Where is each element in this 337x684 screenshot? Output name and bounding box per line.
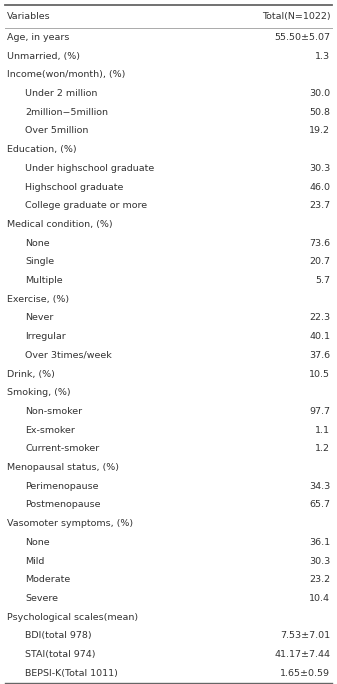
Text: Variables: Variables (7, 12, 50, 21)
Text: 65.7: 65.7 (309, 501, 330, 510)
Text: STAI(total 974): STAI(total 974) (25, 650, 96, 659)
Text: Exercise, (%): Exercise, (%) (7, 295, 69, 304)
Text: Smoking, (%): Smoking, (%) (7, 389, 70, 397)
Text: Medical condition, (%): Medical condition, (%) (7, 220, 112, 229)
Text: 1.1: 1.1 (315, 425, 330, 434)
Text: 23.2: 23.2 (309, 575, 330, 584)
Text: Psychological scales(mean): Psychological scales(mean) (7, 613, 138, 622)
Text: 10.5: 10.5 (309, 369, 330, 378)
Text: 22.3: 22.3 (309, 313, 330, 322)
Text: Highschool graduate: Highschool graduate (25, 183, 124, 192)
Text: Income(won/month), (%): Income(won/month), (%) (7, 70, 125, 79)
Text: Mild: Mild (25, 557, 44, 566)
Text: Drink, (%): Drink, (%) (7, 369, 55, 378)
Text: BEPSI-K(Total 1011): BEPSI-K(Total 1011) (25, 669, 118, 678)
Text: Severe: Severe (25, 594, 58, 603)
Text: 30.0: 30.0 (309, 89, 330, 98)
Text: Current-smoker: Current-smoker (25, 445, 99, 453)
Text: Moderate: Moderate (25, 575, 70, 584)
Text: College graduate or more: College graduate or more (25, 201, 147, 210)
Text: Age, in years: Age, in years (7, 33, 69, 42)
Text: 55.50±5.07: 55.50±5.07 (274, 33, 330, 42)
Text: 37.6: 37.6 (309, 351, 330, 360)
Text: 36.1: 36.1 (309, 538, 330, 547)
Text: None: None (25, 239, 50, 248)
Text: Total(N=1022): Total(N=1022) (262, 12, 330, 21)
Text: 50.8: 50.8 (309, 107, 330, 117)
Text: Menopausal status, (%): Menopausal status, (%) (7, 463, 119, 472)
Text: Under 2 million: Under 2 million (25, 89, 98, 98)
Text: 10.4: 10.4 (309, 594, 330, 603)
Text: Postmenopause: Postmenopause (25, 501, 101, 510)
Text: 5.7: 5.7 (315, 276, 330, 285)
Text: 30.3: 30.3 (309, 557, 330, 566)
Text: 1.2: 1.2 (315, 445, 330, 453)
Text: 2million−5million: 2million−5million (25, 107, 108, 117)
Text: Never: Never (25, 313, 54, 322)
Text: 41.17±7.44: 41.17±7.44 (274, 650, 330, 659)
Text: 23.7: 23.7 (309, 201, 330, 210)
Text: Multiple: Multiple (25, 276, 63, 285)
Text: 97.7: 97.7 (309, 407, 330, 416)
Text: Over 5million: Over 5million (25, 127, 89, 135)
Text: Education, (%): Education, (%) (7, 145, 76, 154)
Text: 19.2: 19.2 (309, 127, 330, 135)
Text: Irregular: Irregular (25, 332, 66, 341)
Text: 34.3: 34.3 (309, 482, 330, 490)
Text: Single: Single (25, 257, 54, 266)
Text: 7.53±7.01: 7.53±7.01 (280, 631, 330, 640)
Text: 40.1: 40.1 (309, 332, 330, 341)
Text: 30.3: 30.3 (309, 163, 330, 173)
Text: 73.6: 73.6 (309, 239, 330, 248)
Text: 1.3: 1.3 (315, 51, 330, 61)
Text: Ex-smoker: Ex-smoker (25, 425, 75, 434)
Text: Unmarried, (%): Unmarried, (%) (7, 51, 80, 61)
Text: Vasomoter symptoms, (%): Vasomoter symptoms, (%) (7, 519, 133, 528)
Text: Under highschool graduate: Under highschool graduate (25, 163, 155, 173)
Text: Non-smoker: Non-smoker (25, 407, 83, 416)
Text: 46.0: 46.0 (309, 183, 330, 192)
Text: 1.65±0.59: 1.65±0.59 (280, 669, 330, 678)
Text: BDI(total 978): BDI(total 978) (25, 631, 92, 640)
Text: Over 3times/week: Over 3times/week (25, 351, 112, 360)
Text: Perimenopause: Perimenopause (25, 482, 99, 490)
Text: None: None (25, 538, 50, 547)
Text: 20.7: 20.7 (309, 257, 330, 266)
